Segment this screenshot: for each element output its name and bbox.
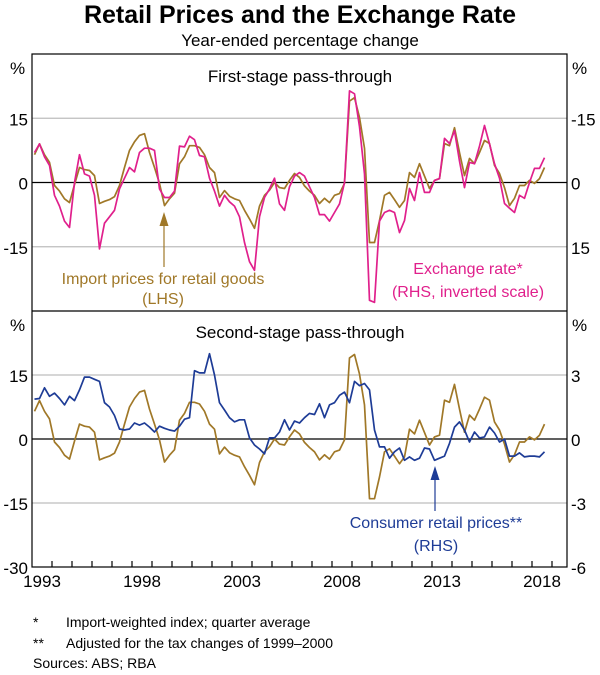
left-tick-label: 0 <box>19 431 28 450</box>
consumer-prices-arrow <box>430 466 440 511</box>
plot-frame <box>31 53 568 568</box>
footnote-1-mark: * <box>33 614 39 630</box>
exchange-rate-label: Exchange rate* <box>413 261 522 278</box>
left-tick-label: -15 <box>3 495 28 514</box>
right-unit-label: % <box>572 59 587 78</box>
left-tick-label: -30 <box>3 559 28 578</box>
consumer-prices-label: Consumer retail prices** <box>350 515 523 532</box>
import-prices-label-axis: (LHS) <box>142 291 184 308</box>
x-tick-label: 2008 <box>323 572 361 591</box>
import-prices-line-top <box>33 96 546 244</box>
right-tick-label: 15 <box>571 239 590 258</box>
sources: Sources: ABS; RBA <box>33 655 156 671</box>
right-tick-label: -6 <box>571 559 586 578</box>
import-prices-label: Import prices for retail goods <box>62 271 265 288</box>
footnotes: * Import-weighted index; quarter average… <box>33 612 333 654</box>
left-tick-label: 15 <box>9 367 28 386</box>
right-tick-label: -3 <box>571 495 586 514</box>
footnote-2-text: Adjusted for the tax changes of 1999–200… <box>66 635 333 651</box>
x-tick-label: 2003 <box>223 572 261 591</box>
axis-ticks <box>51 561 553 567</box>
consumer-prices-label-axis: (RHS) <box>414 538 458 555</box>
x-tick-label: 1993 <box>23 572 61 591</box>
axis-labels: 15 0 -15 -15 0 15% % 15 0 -15 -30 3 0 -3 -6% % 1993 1998 2… <box>3 59 595 591</box>
right-tick-label: 0 <box>571 175 580 194</box>
left-unit-label: % <box>10 59 25 78</box>
left-tick-label: 15 <box>9 110 28 129</box>
footnote-2: ** Adjusted for the tax changes of 1999–… <box>33 633 333 654</box>
footnote-2-mark: ** <box>33 635 44 651</box>
chart-title: Retail Prices and the Exchange Rate <box>83 1 517 29</box>
right-tick-label: 3 <box>571 367 580 386</box>
panel-title-top: First-stage pass-through <box>208 67 392 86</box>
left-tick-label: 0 <box>19 175 28 194</box>
consumer-prices-line <box>34 352 546 462</box>
exchange-rate-line <box>33 89 546 304</box>
right-tick-label: 0 <box>571 431 580 450</box>
x-tick-label: 2018 <box>523 572 561 591</box>
series-lines <box>33 89 546 500</box>
exchange-rate-label-axis: (RHS, inverted scale) <box>392 284 544 301</box>
chart-subtitle: Year-ended percentage change <box>181 31 419 50</box>
right-unit-label: % <box>572 316 587 335</box>
footnote-1-text: Import-weighted index; quarter average <box>66 614 311 630</box>
panel-title-bottom: Second-stage pass-through <box>196 323 405 342</box>
left-tick-label: -15 <box>3 239 28 258</box>
x-tick-label: 2013 <box>423 572 461 591</box>
right-tick-label: -15 <box>571 110 596 129</box>
footnote-1: * Import-weighted index; quarter average <box>33 612 333 633</box>
chart-area: 15 0 -15 -15 0 15% % 15 0 -15 -30 3 0 -3 -6% % 1993 1998 2… <box>3 53 596 591</box>
x-tick-label: 1998 <box>123 572 161 591</box>
import-prices-line-bottom <box>33 353 546 500</box>
left-unit-label: % <box>10 316 25 335</box>
import-prices-arrow <box>159 212 169 267</box>
